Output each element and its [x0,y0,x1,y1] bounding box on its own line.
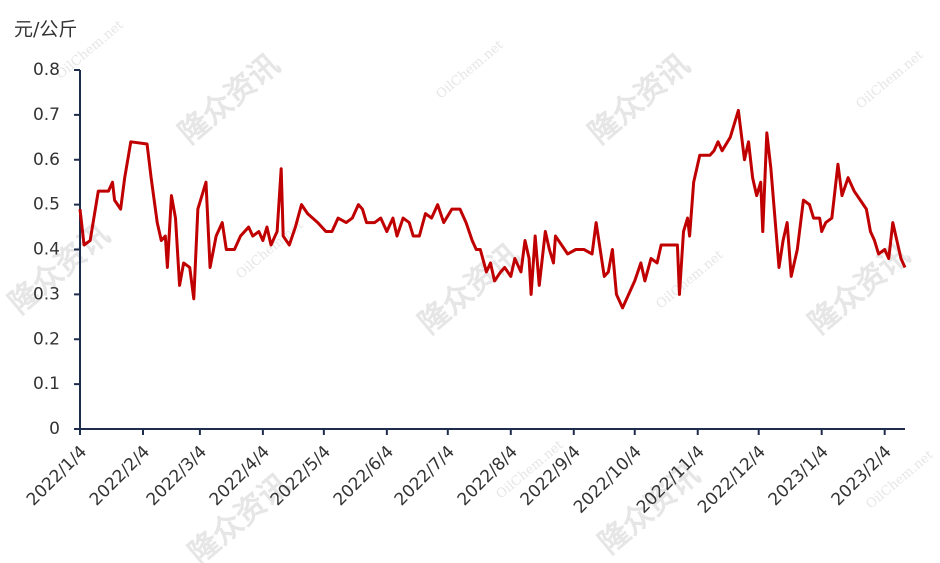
x-tick-label: 2022/1/4 [23,442,91,510]
y-tick-label: 0.6 [33,150,60,170]
x-tick-label: 2022/3/4 [143,442,211,510]
y-tick-label: 0 [49,419,60,439]
watermark: 隆众资讯 [2,217,116,321]
y-tick-label: 0.2 [33,329,60,349]
y-tick-label: 0.7 [33,105,60,125]
watermark: 隆众资讯 [582,47,696,151]
watermark: OilChem.net [653,247,727,312]
x-tick-label: 2022/7/4 [391,442,459,510]
x-tick-label: 2022/2/4 [86,442,154,510]
watermark: 隆众资讯 [412,237,526,341]
watermark: OilChem.net [853,47,927,112]
x-tick-label: 2022/6/4 [330,442,398,510]
x-tick-label: 2023/1/4 [765,442,833,510]
y-tick-label: 0.8 [33,60,60,80]
y-tick-label: 0.3 [33,284,60,304]
y-tick-label: 0.1 [33,374,60,394]
y-tick-label: 0.5 [33,195,60,215]
data-line [78,108,907,310]
watermark: OilChem.net [433,37,507,102]
watermark: 隆众资讯 [172,47,286,151]
y-tick-label: 0.4 [33,240,60,260]
y-axis-label: 元/公斤 [14,19,77,41]
